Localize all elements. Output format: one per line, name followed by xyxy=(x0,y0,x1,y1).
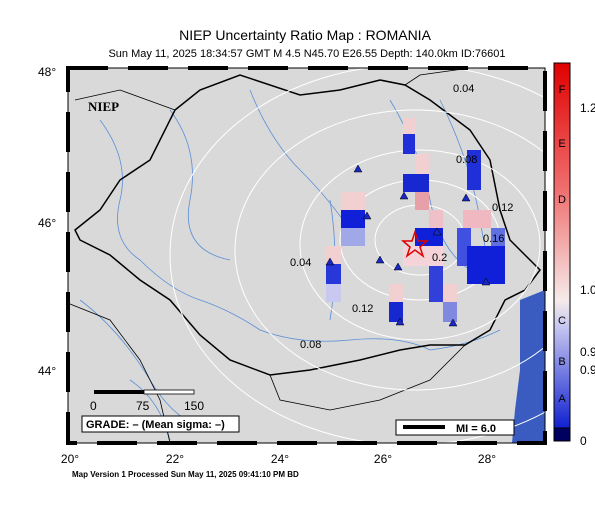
subtitle: Sun May 11, 2025 18:34:57 GMT M 4.5 N45.… xyxy=(108,48,505,60)
stations xyxy=(325,164,491,327)
title: NIEP Uncertainty Ratio Map : ROMANIA xyxy=(179,27,431,43)
scale-label: 75 xyxy=(136,399,150,413)
grade-label: F xyxy=(559,84,566,96)
scale-label: 0 xyxy=(90,399,97,413)
map: NIEP 0.04 0.08 0.12 0.16 0.2 0.04 0.12 0… xyxy=(68,68,545,443)
grade: GRADE: – (Mean sigma: –) xyxy=(86,419,225,431)
footer: Map Version 1 Processed Sun May 11, 2025… xyxy=(72,470,299,479)
magnitude-box xyxy=(395,419,515,436)
contour-label: 0.12 xyxy=(352,303,373,315)
colorbar-value: 0.9 xyxy=(580,363,595,377)
colorbar-value: 1.2 xyxy=(580,101,595,115)
grade-label: B xyxy=(558,356,565,368)
grade-label: A xyxy=(558,393,566,405)
grade-label: C xyxy=(558,315,566,327)
colorbar-gradient xyxy=(553,62,571,429)
epicenter xyxy=(400,229,430,259)
grade-label: E xyxy=(558,138,565,150)
scale-bar: 0 75 150 xyxy=(90,389,204,413)
lon-label: 24° xyxy=(271,452,289,466)
colorbar-min xyxy=(553,427,571,442)
lon-labels: 20° 22° 24° 26° 28° xyxy=(61,452,496,466)
contour-label: 0.08 xyxy=(300,339,321,351)
lat-label: 44° xyxy=(38,364,56,378)
magnitude-legend: MI = 6.0 xyxy=(456,423,496,435)
contour-label: 0.2 xyxy=(432,252,447,264)
magnitude-bar xyxy=(403,425,445,429)
colorbar: F E D C B A 1.2 1.0 0.9 0.9 0 xyxy=(553,62,595,448)
watermark: NIEP xyxy=(88,99,119,114)
contour-label: 0.04 xyxy=(290,257,311,269)
black-sea xyxy=(512,290,545,443)
contour-label: 0.12 xyxy=(492,202,513,214)
map-frame-line xyxy=(67,67,546,444)
lon-label: 26° xyxy=(374,452,392,466)
other-borders xyxy=(68,68,471,443)
romania-border xyxy=(74,74,541,376)
lon-label: 22° xyxy=(166,452,184,466)
lat-label: 48° xyxy=(38,65,56,79)
grade-box xyxy=(81,415,240,433)
scale-label: 150 xyxy=(184,399,204,413)
colorbar-value: 1.0 xyxy=(580,283,595,297)
contour-label: 0.16 xyxy=(483,233,504,245)
lon-label: 28° xyxy=(478,452,496,466)
colorbar-value: 0 xyxy=(580,434,587,448)
grade-label: D xyxy=(558,194,566,206)
colorbar-value: 0.9 xyxy=(580,345,595,359)
contour-label: 0.04 xyxy=(453,83,474,95)
lat-label: 46° xyxy=(38,216,56,230)
lat-labels: 48° 46° 44° xyxy=(38,65,56,378)
lon-label: 20° xyxy=(61,452,79,466)
contour-label: 0.08 xyxy=(456,154,477,166)
